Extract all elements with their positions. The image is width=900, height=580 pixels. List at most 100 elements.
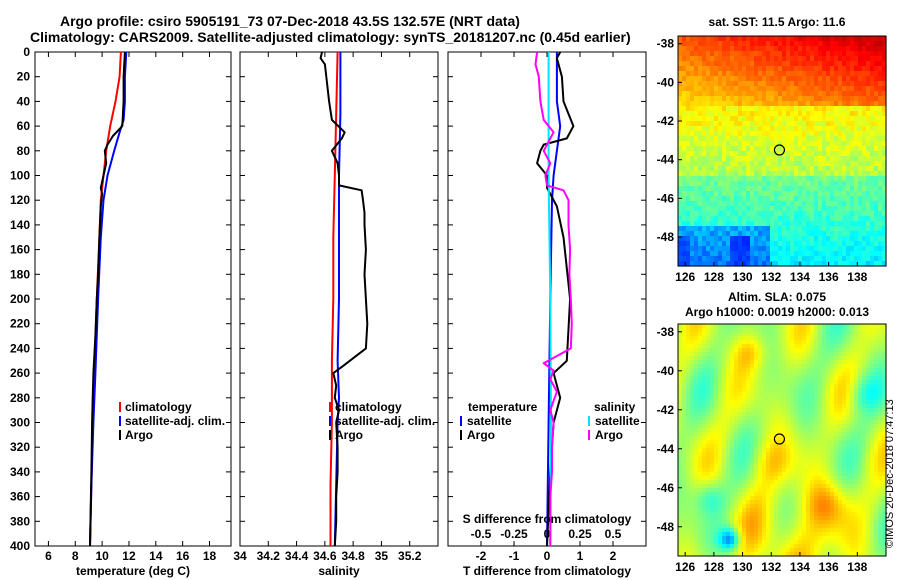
map-cell [774,412,779,417]
map-cell [738,96,743,102]
map-cell [738,191,743,197]
map-cell [790,340,795,345]
map-cell [854,236,859,242]
map-cell [878,151,883,157]
map-cell [854,251,859,257]
map-cell [826,86,831,92]
map-cell [806,86,811,92]
map-cell [790,360,795,365]
map-cell [822,360,827,365]
map-cell [782,512,787,517]
map-cell [698,364,703,369]
map-cell [810,448,815,453]
map-cell [738,412,743,417]
map-cell [782,504,787,509]
map-cell [826,51,831,57]
map-cell [794,520,799,525]
map-cell [830,452,835,457]
map-cell [834,508,839,513]
map-cell [774,532,779,537]
map-cell [866,106,871,112]
map-cell [770,161,775,167]
map-cell [870,196,875,202]
map-cell [730,528,735,533]
map-cell [766,388,771,393]
map-cell [718,548,723,553]
map-cell [738,201,743,207]
map-cell [810,328,815,333]
map-cell [766,171,771,177]
map-cell [874,66,879,72]
map-cell [806,324,811,329]
map-cell [778,360,783,365]
map-cell [754,36,759,42]
map-cell [802,191,807,197]
map-cell [690,356,695,361]
map-cell [730,488,735,493]
depth-tick-label: 180 [10,267,30,281]
map-cell [742,524,747,529]
map-cell [866,166,871,172]
map-cell [870,201,875,207]
map-cell [834,408,839,413]
map-cell [830,368,835,373]
map-cell [794,81,799,87]
map-cell [710,206,715,212]
map-cell [730,464,735,469]
map-cell [782,121,787,127]
map-cell [758,496,763,501]
map-cell [754,151,759,157]
map-cell [882,166,887,172]
map-cell [738,86,743,92]
map-cell [766,384,771,389]
map-cell [746,520,751,525]
map-cell [762,241,767,247]
map-cell [766,392,771,397]
map-cell [698,206,703,212]
map-cell [830,221,835,227]
map-cell [718,372,723,377]
map-cell [806,392,811,397]
map-cell [786,440,791,445]
map-cell [762,380,767,385]
map-cell [838,106,843,112]
map-cell [806,76,811,82]
map-cell [758,36,763,42]
map-cell [686,191,691,197]
map-cell [766,340,771,345]
map-cell [874,236,879,242]
map-cell [866,161,871,167]
map-cell [798,41,803,47]
map-cell [762,86,767,92]
map-cell [730,432,735,437]
map-cell [738,532,743,537]
map-cell [738,468,743,473]
map-cell [710,246,715,252]
map-cell [786,111,791,117]
map-cell [702,532,707,537]
map-cell [874,196,879,202]
map-cell [806,388,811,393]
map-cell [706,231,711,237]
map-cell [746,46,751,52]
map-cell [806,400,811,405]
map-cell [734,196,739,202]
map-cell [866,206,871,212]
map-cell [678,424,683,429]
map-cell [778,191,783,197]
map-cell [750,376,755,381]
map-cell [746,186,751,192]
map-cell [802,161,807,167]
map-cell [834,196,839,202]
map-cell [830,472,835,477]
map-cell [766,186,771,192]
map-cell [778,536,783,541]
map-cell [798,380,803,385]
map-cell [818,472,823,477]
map-cell [770,412,775,417]
map-cell [678,81,683,87]
map-cell [742,396,747,401]
map-cell [706,452,711,457]
map-cell [814,552,819,557]
map-cell [702,468,707,473]
